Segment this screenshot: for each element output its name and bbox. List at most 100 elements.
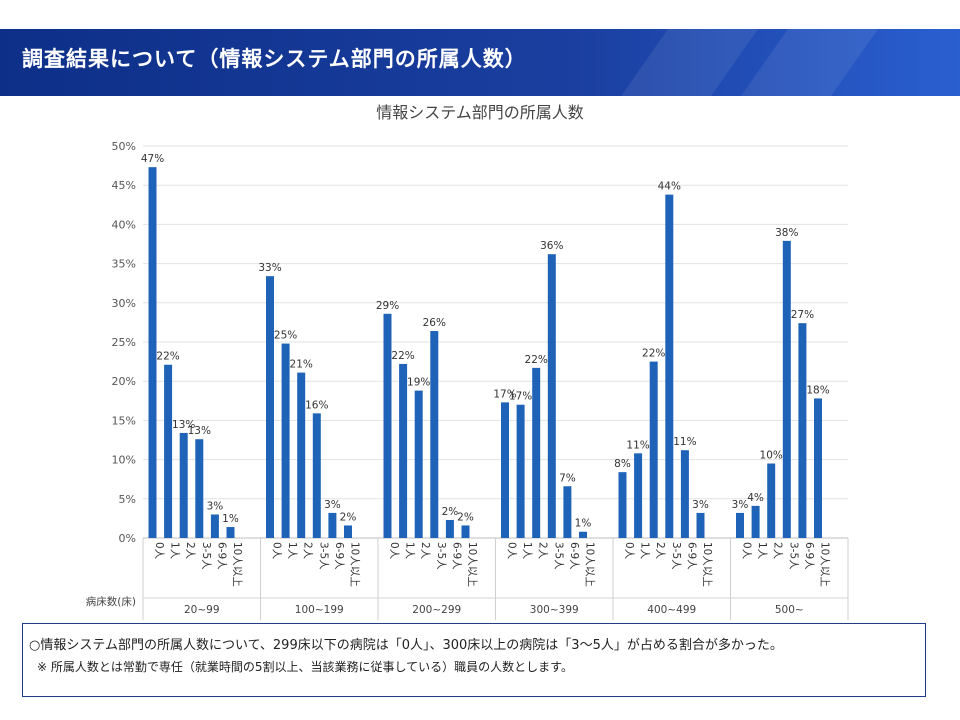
bar — [179, 432, 188, 538]
x-axis-label: 病床数(床) — [86, 595, 136, 608]
category-label: 3-5人 — [435, 542, 447, 570]
data-label: 13% — [172, 419, 195, 431]
category-label: 10人以上 — [349, 542, 361, 587]
data-label: 7% — [559, 472, 576, 484]
data-label: 22% — [642, 348, 665, 360]
chart-title: 情報システム部門の所属人数 — [376, 103, 584, 122]
category-label: 0人 — [388, 542, 400, 560]
group-label: 100~199 — [295, 604, 344, 616]
category-label: 10人以上 — [466, 542, 478, 587]
bar — [281, 343, 290, 538]
category-label: 6-9人 — [450, 542, 462, 570]
bar — [814, 398, 822, 538]
bar — [634, 453, 643, 538]
bar — [461, 525, 470, 538]
data-label: 13% — [188, 425, 211, 437]
category-label: 3-5人 — [317, 542, 329, 570]
category-label: 2人 — [184, 542, 196, 560]
data-label: 27% — [791, 309, 814, 321]
data-label: 17% — [493, 388, 516, 400]
category-label: 2人 — [419, 542, 431, 560]
category-label: 10人以上 — [701, 542, 713, 587]
bar — [680, 450, 689, 538]
category-label: 6-9人 — [685, 542, 697, 570]
bar — [618, 472, 627, 538]
bar — [649, 361, 658, 538]
bar — [579, 531, 587, 538]
data-label: 26% — [423, 317, 446, 329]
bar — [399, 363, 408, 538]
category-label: 10人以上 — [584, 542, 596, 587]
y-tick-label: 0% — [119, 532, 136, 545]
note-line-1: ○情報システム部門の所属人数について、299床以下の病院は「0人」、300床以上… — [29, 638, 783, 653]
note-line-2: ※ 所属人数とは常勤で専任（就業時間の5割以上、当該業務に従事している）職員の人… — [37, 660, 573, 674]
data-label: 22% — [156, 351, 179, 363]
data-label: 2% — [442, 506, 459, 518]
group-label: 20~99 — [184, 604, 220, 616]
data-label: 25% — [274, 330, 297, 342]
bar — [148, 167, 157, 538]
bar — [383, 313, 392, 538]
data-label: 33% — [258, 262, 281, 274]
data-label: 3% — [692, 499, 709, 511]
category-label: 0人 — [271, 542, 283, 560]
data-label: 38% — [775, 227, 798, 239]
category-label: 2人 — [537, 542, 549, 560]
category-label: 2人 — [772, 542, 784, 560]
data-label: 44% — [658, 181, 681, 193]
category-label: 10人以上 — [819, 542, 831, 587]
category-label: 0人 — [153, 542, 165, 560]
y-tick-label: 20% — [112, 375, 136, 388]
bar — [782, 240, 791, 538]
category-label: 1人 — [404, 542, 416, 560]
data-label: 18% — [806, 384, 829, 396]
category-label: 0人 — [623, 542, 635, 560]
y-tick-label: 30% — [112, 297, 136, 310]
data-label: 11% — [626, 439, 649, 451]
category-label: 0人 — [741, 542, 753, 560]
data-label: 8% — [614, 458, 631, 470]
category-label: 3-5人 — [670, 542, 682, 570]
data-label: 4% — [747, 492, 764, 504]
bar — [297, 372, 306, 538]
data-label: 22% — [391, 350, 414, 362]
bar — [344, 525, 352, 538]
header-banner: 調査結果について（情報システム部門の所属人数） — [0, 29, 960, 96]
data-label: 2% — [340, 511, 357, 523]
category-label: 2人 — [302, 542, 314, 560]
findings-note: ○情報システム部門の所属人数について、299床以下の病院は「0人」、300床以上… — [22, 623, 926, 697]
bar — [328, 512, 337, 538]
category-label: 3-5人 — [552, 542, 564, 570]
category-label: 3-5人 — [787, 542, 799, 570]
bar — [563, 486, 572, 538]
bar — [164, 364, 173, 538]
bar — [547, 254, 556, 538]
category-label: 3-5人 — [200, 542, 212, 570]
bar — [430, 331, 439, 538]
data-label: 16% — [305, 399, 328, 411]
data-label: 22% — [525, 354, 548, 366]
data-label: 3% — [207, 500, 224, 512]
category-label: 0人 — [506, 542, 518, 560]
data-label: 10% — [760, 450, 783, 462]
category-label: 6-9人 — [215, 542, 227, 570]
bar-chart: 情報システム部門の所属人数 0% 5% 10% 15% 20% 25% 30% 35% 40% 45… — [86, 103, 849, 620]
category-label: 1人 — [639, 542, 651, 560]
data-label: 11% — [673, 436, 696, 448]
bar — [501, 402, 509, 538]
y-tick-label: 40% — [112, 218, 136, 231]
bar — [736, 512, 744, 538]
bar — [210, 514, 219, 538]
category-label: 1人 — [169, 542, 181, 560]
data-label: 29% — [376, 300, 399, 312]
y-tick-label: 35% — [112, 258, 136, 271]
data-label: 2% — [457, 511, 474, 523]
bar — [751, 505, 760, 538]
bar — [798, 323, 807, 538]
page-title: 調査結果について（情報システム部門の所属人数） — [22, 47, 527, 71]
bar — [414, 390, 423, 538]
group-label: 400~499 — [647, 604, 696, 616]
bar — [696, 512, 705, 538]
category-label: 6-9人 — [803, 542, 815, 570]
data-label: 3% — [732, 499, 749, 511]
